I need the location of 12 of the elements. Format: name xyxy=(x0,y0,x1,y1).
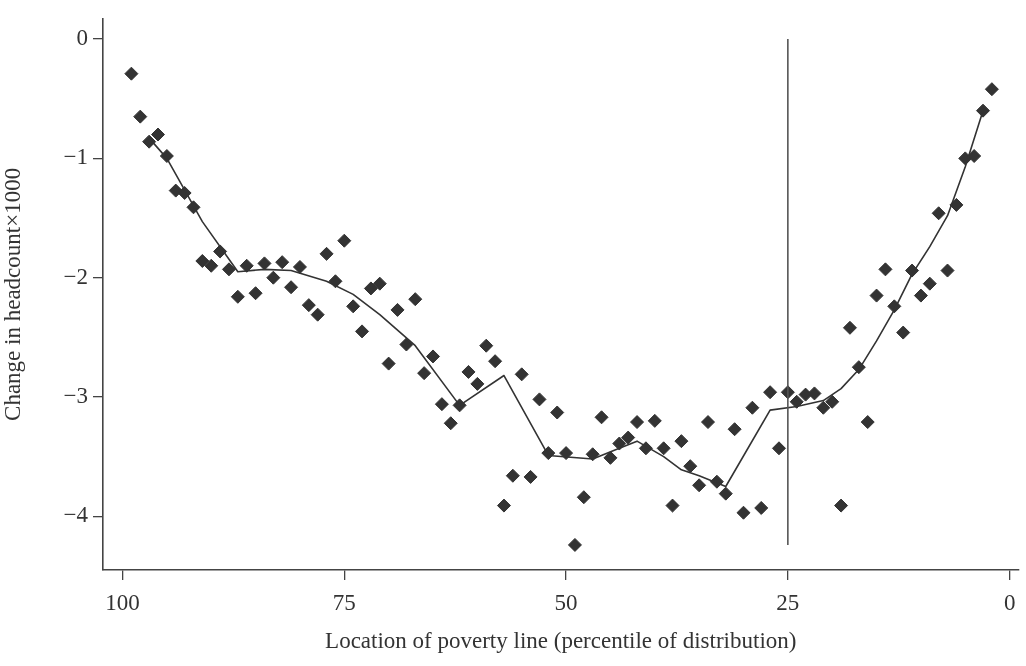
y-axis-title: Change in headcount×1000 xyxy=(0,167,25,421)
x-tick-label: 50 xyxy=(554,589,578,615)
x-tick-label: 75 xyxy=(332,589,356,615)
x-tick-label: 25 xyxy=(776,589,800,615)
y-tick-label: −1 xyxy=(63,144,88,170)
y-tick-label: −3 xyxy=(63,383,88,409)
x-tick-label: 100 xyxy=(105,589,140,615)
y-tick-label: 0 xyxy=(76,25,88,51)
y-tick-label: −2 xyxy=(63,263,88,289)
x-tick-label: 0 xyxy=(1003,589,1016,615)
y-tick-label: −4 xyxy=(63,502,89,528)
x-axis-title: Location of poverty line (percentile of distribution) xyxy=(325,628,797,654)
